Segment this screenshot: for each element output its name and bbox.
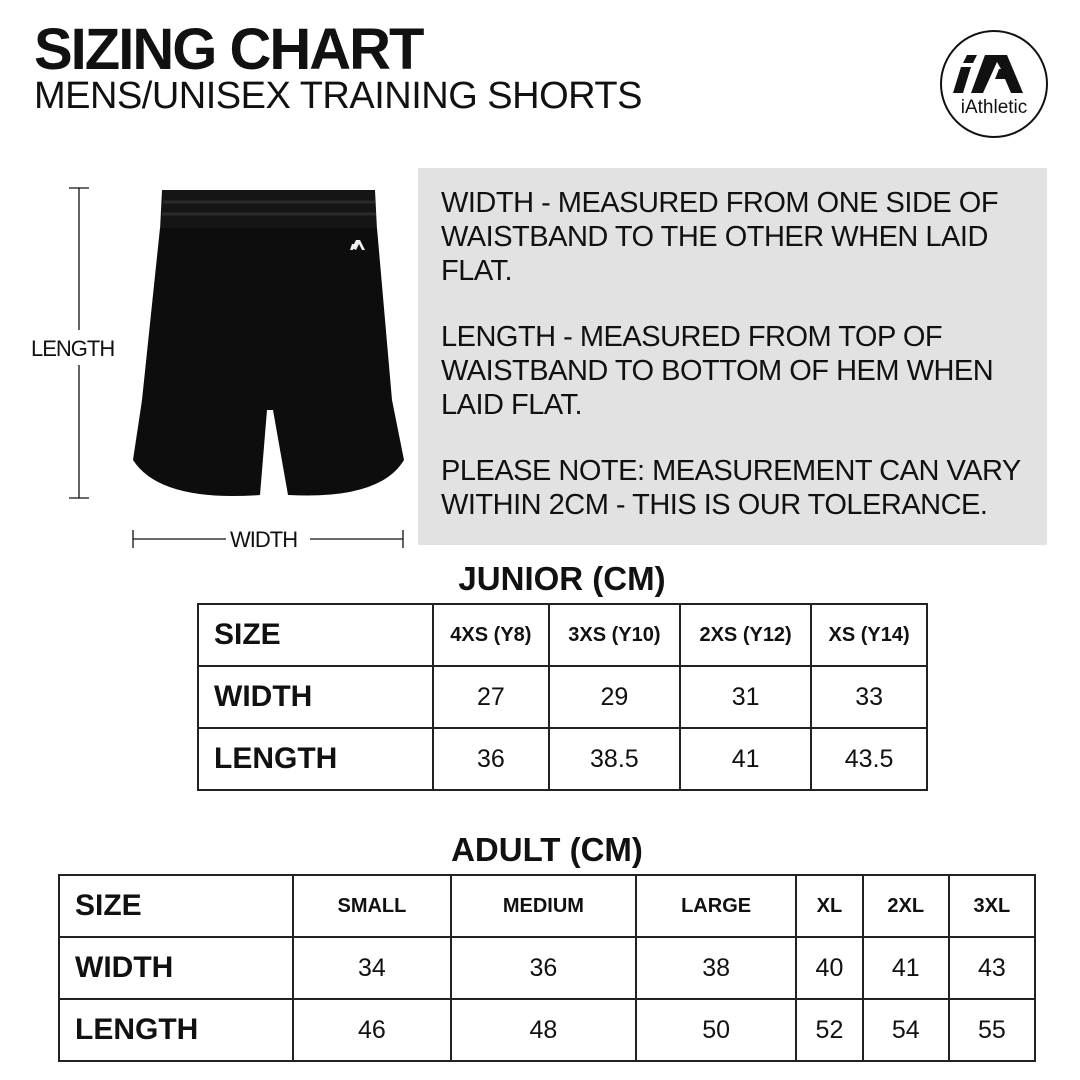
shorts-image <box>133 190 404 496</box>
row-label: WIDTH <box>197 665 434 729</box>
measurement-cell: 27 <box>432 665 550 729</box>
table-row: LENGTH 46 48 50 52 54 55 <box>58 998 1037 1062</box>
size-header: 3XL <box>947 874 1037 938</box>
measurement-cell: 41 <box>678 727 813 791</box>
measurement-cell: 46 <box>292 998 452 1062</box>
length-note: LENGTH - MEASURED FROM TOP OF WAISTBAND … <box>441 321 994 421</box>
measurement-cell: 54 <box>861 998 950 1062</box>
measurement-cell: 40 <box>795 936 864 1000</box>
measurement-cell: 38 <box>634 936 798 1000</box>
width-label: WIDTH <box>230 527 298 553</box>
header-row: SIZE 4XS (Y8) 3XS (Y10) 2XS (Y12) XS (Y14) <box>197 603 928 667</box>
measurement-cell: 55 <box>947 998 1037 1062</box>
table-row: WIDTH 27 29 31 33 <box>197 665 928 729</box>
size-header: LARGE <box>634 874 798 938</box>
header-row: SIZE SMALL MEDIUM LARGE XL 2XL 3XL <box>58 874 1037 938</box>
adult-table-title: ADULT (CM) <box>451 831 643 868</box>
table-row: WIDTH 34 36 38 40 41 43 <box>58 936 1037 1000</box>
width-note: WIDTH - MEASURED FROM ONE SIDE OF WAISTB… <box>441 187 999 287</box>
row-label: SIZE <box>58 874 294 938</box>
size-header: 2XL <box>861 874 950 938</box>
row-label: LENGTH <box>58 998 294 1062</box>
measurement-cell: 48 <box>449 998 637 1062</box>
measurement-cell: 41 <box>861 936 950 1000</box>
size-header: MEDIUM <box>449 874 637 938</box>
measurement-info-box: WIDTH - MEASURED FROM ONE SIDE OF WAISTB… <box>418 168 1047 545</box>
measurement-cell: 43.5 <box>810 727 928 791</box>
measurement-cell: 38.5 <box>547 727 681 791</box>
iathletic-logo: iAthletic <box>940 30 1048 138</box>
measurement-cell: 50 <box>634 998 798 1062</box>
measurement-cell: 36 <box>449 936 637 1000</box>
page-subtitle: MENS/UNISEX TRAINING SHORTS <box>34 75 642 117</box>
size-header: SMALL <box>292 874 452 938</box>
size-header: XS (Y14) <box>810 603 928 667</box>
measurement-cell: 31 <box>678 665 813 729</box>
size-header: 4XS (Y8) <box>432 603 550 667</box>
tolerance-note: PLEASE NOTE: MEASUREMENT CAN VARY WITHIN… <box>441 455 1021 521</box>
page-title: SIZING CHART <box>34 17 424 82</box>
size-header: XL <box>795 874 864 938</box>
row-label: LENGTH <box>197 727 434 791</box>
measurement-cell: 36 <box>432 727 550 791</box>
measurement-cell: 33 <box>810 665 928 729</box>
size-header: 3XS (Y10) <box>547 603 681 667</box>
junior-table-title: JUNIOR (CM) <box>458 560 666 597</box>
table-row: LENGTH 36 38.5 41 43.5 <box>197 727 928 791</box>
row-label: SIZE <box>197 603 434 667</box>
measurement-cell: 29 <box>547 665 681 729</box>
adult-size-table: SIZE SMALL MEDIUM LARGE XL 2XL 3XL WIDTH 34 36 38 4… <box>58 874 1037 1062</box>
measurement-cell: 52 <box>795 998 864 1062</box>
svg-text:iAthletic: iAthletic <box>961 97 1028 118</box>
size-header: 2XS (Y12) <box>678 603 813 667</box>
junior-size-table: SIZE 4XS (Y8) 3XS (Y10) 2XS (Y12) XS (Y14) WI… <box>197 603 928 791</box>
row-label: WIDTH <box>58 936 294 1000</box>
measurement-cell: 43 <box>947 936 1037 1000</box>
length-label: LENGTH <box>31 336 115 362</box>
shorts-diagram <box>69 187 404 548</box>
measurement-cell: 34 <box>292 936 452 1000</box>
